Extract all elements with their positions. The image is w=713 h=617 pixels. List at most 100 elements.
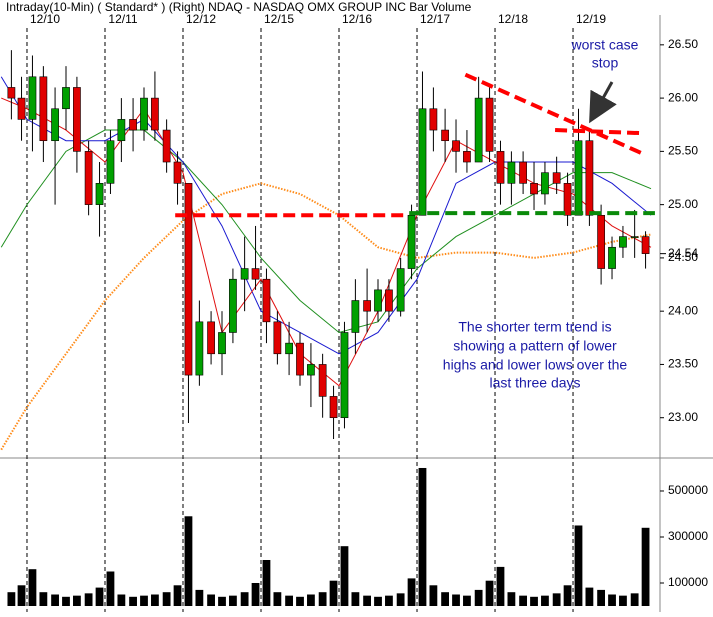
volume-bar [28, 569, 37, 606]
annotation: stop [592, 55, 619, 71]
comment: showing a pattern of lower [453, 338, 617, 354]
volume-bar [407, 578, 416, 606]
candle-body [530, 183, 538, 195]
volume-bar [129, 596, 137, 606]
candle-body [485, 97, 494, 152]
volume-bar [39, 592, 48, 606]
candle-body [218, 332, 226, 355]
candle-body [95, 183, 104, 205]
candle-body [173, 161, 182, 184]
volume-bar [574, 525, 583, 606]
candle-body [329, 396, 338, 419]
candle-body [7, 87, 16, 99]
volume-bar [519, 595, 528, 606]
volume-bar [374, 596, 382, 606]
x-tick-label: 12/10 [30, 12, 60, 26]
y-tick-label: 26.00 [668, 90, 698, 104]
candle-body [318, 364, 327, 397]
volume-bar [429, 585, 438, 606]
volume-bar [463, 595, 471, 606]
candle-body [630, 236, 639, 238]
candle-body [84, 151, 93, 205]
moving-average [0, 76, 652, 355]
x-tick-label: 12/17 [420, 12, 450, 26]
candle-body [474, 97, 483, 163]
volume-bar [541, 595, 549, 606]
volume-bar [597, 589, 606, 606]
candle-body [585, 140, 594, 216]
volume-bar [585, 587, 594, 606]
candle-body [73, 87, 81, 152]
annotation: worst case [571, 37, 639, 53]
candle-body [17, 97, 26, 120]
candle-body [106, 140, 115, 184]
candle-body [39, 76, 48, 142]
candle-body [574, 140, 583, 216]
candle-body [162, 129, 171, 163]
candle-body [129, 119, 137, 131]
volume-bar [62, 596, 70, 606]
volume-bar [641, 527, 650, 606]
candle-body [541, 172, 549, 195]
candle-body [151, 97, 159, 131]
volume-bar [106, 571, 115, 606]
volume-bar [95, 587, 104, 606]
volume-bar [441, 592, 449, 606]
volume-bar [273, 592, 282, 606]
y-tick-label: 300000 [668, 529, 708, 543]
volume-bar [17, 585, 26, 606]
candle-body [340, 332, 349, 419]
volume-bar [262, 559, 271, 606]
candle-body [429, 108, 438, 131]
candle-body [307, 364, 315, 376]
volume-bar [207, 594, 215, 606]
candle-body [273, 321, 282, 355]
candle-body [396, 268, 405, 312]
trendline [555, 128, 645, 136]
y-tick-label: 23.00 [668, 410, 698, 424]
volume-bar [563, 585, 572, 606]
volume-bar [140, 595, 148, 606]
volume-bar [630, 593, 639, 606]
x-tick-label: 12/18 [498, 12, 528, 26]
candle-body [385, 289, 393, 312]
candle-body [251, 268, 260, 280]
trendline [464, 72, 646, 157]
volume-bar [229, 595, 237, 606]
volume-bar [73, 595, 81, 606]
candle-body [507, 161, 516, 184]
candle-body [407, 214, 416, 269]
comment: The shorter term trend is [458, 319, 611, 335]
candle-body [62, 87, 70, 110]
volume-bar [173, 585, 182, 606]
volume-bar [507, 592, 516, 606]
volume-bar [307, 594, 315, 606]
x-tick-label: 12/16 [342, 12, 372, 26]
candle-body [597, 214, 605, 269]
volume-bar [84, 593, 93, 606]
candle-body [608, 246, 616, 269]
arrow [589, 81, 617, 124]
volume-bar [285, 595, 293, 606]
volume-bar [530, 596, 538, 606]
candle-body [496, 151, 505, 184]
chart-title: Intraday(10-Min) ( Standard* ) (Right) N… [6, 0, 472, 14]
candle-body [619, 236, 627, 248]
candle-body [441, 129, 449, 142]
volume-bar [474, 589, 483, 606]
volume-bar [485, 580, 494, 606]
volume-bar [608, 594, 616, 606]
candle-body [563, 183, 572, 216]
volume-bar [251, 582, 260, 606]
candle-body [641, 236, 650, 254]
y-tick-label: 25.50 [668, 144, 698, 158]
candle-body [463, 151, 471, 163]
volume-bar [151, 594, 159, 606]
y-tick-label: 25.00 [668, 197, 698, 211]
x-tick-label: 12/11 [108, 12, 137, 26]
plot: 12/10 12/11 12/12 12/15 12/16 12/17 12/18 12/19… [0, 12, 708, 612]
volume-bar [340, 546, 349, 606]
y-tick-label: 24.50 [668, 250, 698, 264]
y-tick-label: 24.00 [668, 303, 698, 317]
volume-bar [195, 589, 204, 606]
